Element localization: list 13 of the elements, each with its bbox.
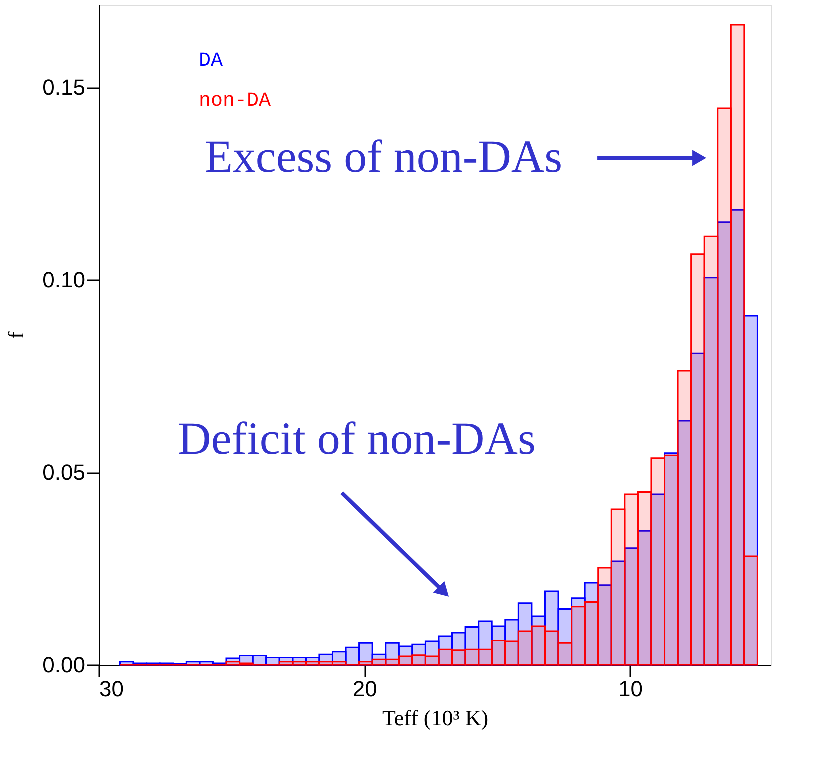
x-tick-label: 10 [618,676,643,702]
annotation: Deficit of non-DAs [178,413,536,464]
y-tick-label: 0.00 [42,652,86,678]
x-tick-label: 30 [100,676,124,702]
text: DA [199,50,224,73]
y-tick-label: 0.05 [42,460,86,486]
x-tick-label: 20 [352,676,378,702]
annotation: Excess of non-DAs [204,131,563,182]
x-axis-title: Teff (10³ K) [382,706,489,730]
y-tick-label: 0.15 [42,75,86,100]
y-axis-title: f [4,331,29,340]
y-tick-label: 0.10 [42,268,86,293]
text: non-DA [199,90,272,113]
